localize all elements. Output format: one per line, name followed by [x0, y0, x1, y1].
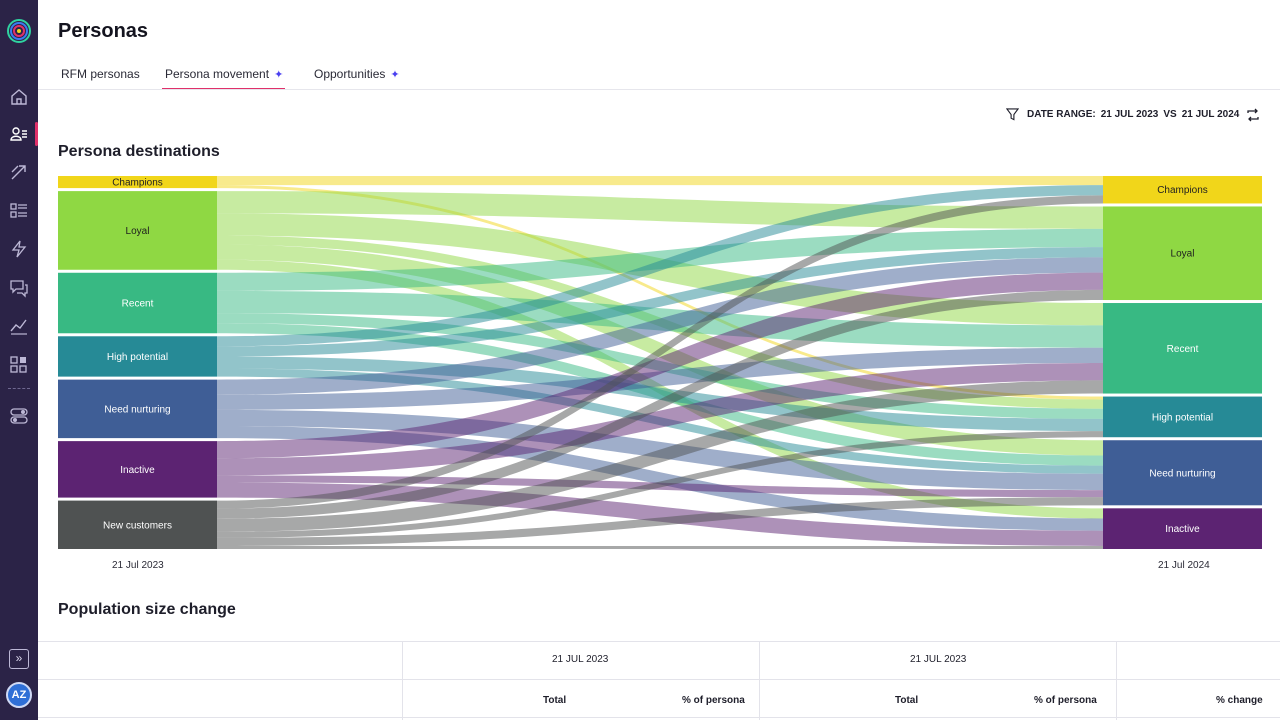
sankey-link-loyal-to-loyal[interactable] [217, 191, 1103, 229]
source-node-label: Champions [112, 178, 163, 189]
source-node-label: Inactive [120, 465, 155, 476]
sankey-link-inactive-to-recent[interactable] [217, 363, 1103, 476]
target-node-label: Inactive [1165, 524, 1200, 535]
tab-label: RFM personas [61, 67, 140, 81]
target-node-inactive[interactable] [1103, 508, 1262, 549]
source-node-loyal[interactable] [58, 191, 217, 270]
sidebar: » AZ [0, 0, 38, 720]
sankey-link-inactive-to-inactive[interactable] [217, 482, 1103, 546]
personas-icon[interactable] [9, 124, 29, 144]
page-title: Personas [58, 20, 149, 42]
sankey-link-need-nurturing-to-inactive[interactable] [217, 426, 1103, 531]
sidebar-separator [8, 388, 30, 389]
sankey-link-inactive-to-loyal[interactable] [217, 272, 1103, 459]
sankey-link-new-customers-to-inactive[interactable] [217, 545, 1103, 549]
swap-icon[interactable] [1246, 108, 1260, 122]
tab-opportunities[interactable]: Opportunities ✦ [314, 67, 400, 81]
list-icon[interactable] [9, 201, 29, 221]
toggle-icon[interactable] [9, 406, 29, 426]
widgets-icon[interactable] [9, 355, 29, 375]
target-node-need-nurturing[interactable] [1103, 440, 1262, 506]
source-node-need-nurturing[interactable] [58, 379, 217, 439]
source-node-label: Recent [122, 299, 154, 310]
column-header-pct-persona[interactable]: % of persona [682, 695, 745, 706]
active-nav-indicator [35, 122, 38, 146]
sankey-link-new-customers-to-need-nurturing[interactable] [217, 497, 1103, 546]
sankey-link-champions-to-high-potential[interactable] [217, 185, 1103, 400]
tab-rfm-personas[interactable]: RFM personas [61, 67, 140, 81]
source-node-label: Loyal [126, 226, 150, 237]
source-node-champions[interactable] [58, 176, 217, 189]
source-node-inactive[interactable] [58, 441, 217, 498]
table-divider [402, 641, 403, 720]
source-node-new-customers[interactable] [58, 500, 217, 549]
table-border-top [38, 641, 1280, 642]
sankey-link-new-customers-to-champions[interactable] [217, 195, 1103, 509]
source-node-label: High potential [107, 352, 168, 363]
tab-label: Opportunities [314, 67, 386, 81]
lightning-icon[interactable] [9, 239, 29, 259]
target-node-label: Loyal [1171, 249, 1195, 260]
tab-persona-movement[interactable]: Persona movement ✦ [165, 67, 283, 81]
left-date-label: 21 Jul 2023 [112, 560, 164, 571]
column-header-pct-change[interactable]: % change [1216, 695, 1263, 706]
column-header-pct-persona[interactable]: % of persona [1034, 695, 1097, 706]
table-border-mid [38, 679, 1280, 680]
target-node-label: Recent [1167, 344, 1199, 355]
section-title-persona-destinations: Persona destinations [58, 143, 220, 160]
date-range-from: 21 JUL 2023 [1100, 109, 1159, 120]
sankey-link-need-nurturing-to-loyal[interactable] [217, 257, 1103, 395]
tabs-divider [38, 89, 1280, 90]
table-border-bottom [38, 717, 1280, 718]
sankey-link-high-potential-to-champions[interactable] [217, 185, 1103, 347]
target-node-label: Need nurturing [1149, 468, 1215, 479]
sparkle-icon: ✦ [274, 69, 284, 81]
table-divider [1116, 641, 1117, 720]
home-icon[interactable] [9, 87, 29, 107]
avatar[interactable]: AZ [6, 682, 32, 708]
date-range-filter[interactable]: DATE RANGE: 21 JUL 2023 VS 21 JUL 2024 [1006, 108, 1244, 121]
source-node-recent[interactable] [58, 272, 217, 334]
target-node-label: High potential [1152, 412, 1213, 423]
chat-icon[interactable] [9, 278, 29, 298]
table-group-header: 21 JUL 2023 [910, 654, 967, 665]
sankey-link-need-nurturing-to-recent[interactable] [217, 347, 1103, 410]
column-header-total[interactable]: Total [895, 695, 919, 706]
table-group-header: 21 JUL 2023 [552, 654, 609, 665]
target-logo-icon[interactable] [7, 19, 31, 43]
sankey-link-high-potential-to-loyal[interactable] [217, 247, 1103, 357]
sankey-chart: Champions Loyal Recent High potential Need n… [58, 176, 1262, 549]
sankey-link-new-customers-to-loyal[interactable] [217, 289, 1103, 519]
analytics-icon[interactable] [9, 316, 29, 336]
section-title-population-size-change: Population size change [58, 601, 236, 618]
filter-icon [1006, 108, 1019, 121]
date-range-vs: VS [1163, 109, 1177, 120]
column-header-total[interactable]: Total [543, 695, 567, 706]
sparkle-icon: ✦ [390, 69, 400, 81]
expand-sidebar-icon[interactable]: » [9, 649, 29, 669]
date-range-label: DATE RANGE: [1027, 109, 1096, 120]
target-node-loyal[interactable] [1103, 206, 1262, 301]
date-range-to: 21 JUL 2024 [1181, 109, 1240, 120]
source-node-label: New customers [103, 520, 172, 531]
right-date-label: 21 Jul 2024 [1158, 560, 1210, 571]
target-node-high-potential[interactable] [1103, 396, 1262, 438]
target-node-champions[interactable] [1103, 176, 1262, 204]
target-node-recent[interactable] [1103, 303, 1262, 394]
sankey-link-recent-to-loyal[interactable] [217, 228, 1103, 291]
sankey-link-new-customers-to-recent[interactable] [217, 380, 1103, 532]
sankey-link-champions-to-champions[interactable] [217, 176, 1103, 186]
table-divider [759, 641, 760, 720]
sankey-link-new-customers-to-high-potential[interactable] [217, 431, 1103, 538]
target-node-label: Champions [1157, 185, 1208, 196]
tab-label: Persona movement [165, 67, 270, 81]
source-node-label: Need nurturing [104, 404, 170, 415]
source-node-high-potential[interactable] [58, 336, 217, 377]
movement-icon[interactable] [9, 162, 29, 182]
